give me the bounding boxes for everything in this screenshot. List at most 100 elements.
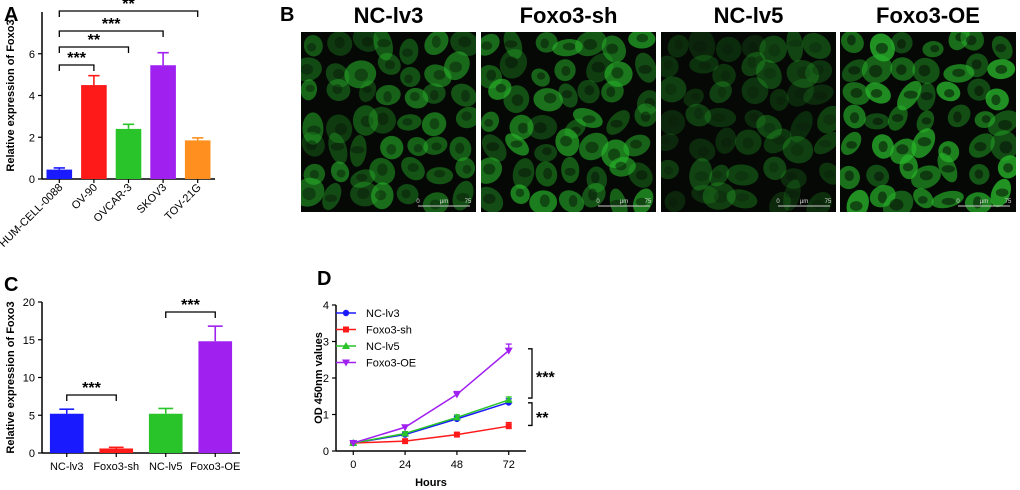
cell-nucleus — [638, 64, 652, 74]
cell-nucleus — [896, 64, 907, 75]
cell-nucleus — [824, 170, 835, 179]
cell-nucleus — [307, 42, 317, 52]
cell-nucleus — [786, 172, 798, 182]
cell — [572, 107, 603, 128]
cell-nucleus — [965, 35, 977, 46]
cell-nucleus — [433, 169, 446, 178]
cell — [735, 129, 762, 155]
cell-nucleus — [693, 107, 704, 120]
cell — [769, 191, 792, 212]
cell — [512, 158, 535, 189]
cell-nucleus — [720, 70, 731, 81]
cell — [633, 188, 654, 212]
cell-nucleus — [309, 169, 319, 180]
cell-nucleus — [305, 84, 315, 93]
significance-label: ** — [88, 32, 101, 49]
bar — [184, 140, 211, 179]
cell-nucleus — [611, 67, 624, 79]
cell-nucleus — [717, 86, 727, 98]
cell — [380, 135, 404, 160]
cell — [759, 35, 788, 64]
x-tick-label: 24 — [399, 459, 411, 471]
cell — [579, 132, 609, 161]
cell-nucleus — [785, 190, 799, 198]
cell — [805, 60, 833, 84]
cell-nucleus — [377, 163, 388, 176]
cell — [661, 55, 679, 78]
cell — [715, 127, 737, 154]
cell — [424, 32, 449, 56]
cell-nucleus — [877, 191, 887, 204]
cell — [819, 162, 836, 185]
cell-nucleus — [844, 170, 854, 181]
panel-label-b: B — [280, 4, 294, 26]
cell-nucleus — [431, 35, 441, 48]
cell-nucleus — [376, 39, 391, 48]
micrograph-panel: NC-lv3 0 µm 75 Foxo3-sh 0 µm 75 NC-lv5 0 µm 75 Foxo3… — [301, 3, 1016, 212]
cell — [368, 106, 397, 134]
cell-nucleus — [536, 72, 546, 80]
cell-nucleus — [734, 171, 749, 181]
micrograph-cells — [840, 32, 1016, 212]
cell-nucleus — [407, 163, 419, 172]
cell-nucleus — [889, 198, 904, 211]
series-line — [353, 399, 509, 444]
cell — [325, 63, 350, 88]
cell-nucleus — [357, 187, 370, 199]
marker-triangle-down — [401, 424, 410, 432]
cell — [552, 39, 583, 57]
cell-nucleus — [461, 111, 472, 121]
bar — [49, 413, 84, 453]
cell — [806, 191, 832, 212]
scale-bar-zero: 0 — [416, 199, 420, 205]
cell-nucleus — [510, 140, 523, 148]
cell — [481, 157, 503, 184]
scale-bar-unit: µm — [440, 199, 448, 205]
cell — [715, 36, 742, 63]
cell — [301, 177, 325, 207]
category-label: NC-lv5 — [149, 461, 183, 473]
cell — [704, 107, 737, 128]
cell — [373, 32, 393, 61]
cell-nucleus — [998, 119, 1013, 130]
cell-nucleus — [543, 167, 553, 180]
cell-nucleus — [735, 193, 750, 202]
cell — [510, 184, 530, 204]
cell-nucleus — [560, 135, 572, 147]
cell-nucleus — [562, 42, 576, 51]
cell-nucleus — [921, 117, 932, 125]
cell-nucleus — [971, 59, 982, 70]
cell — [558, 190, 584, 212]
cell-nucleus — [742, 137, 754, 149]
cell-nucleus — [458, 36, 472, 48]
cell-nucleus — [849, 112, 860, 124]
cell-nucleus — [486, 69, 497, 81]
cell-nucleus — [640, 111, 651, 122]
cell — [407, 136, 429, 156]
cell — [689, 158, 713, 191]
cell-nucleus — [813, 91, 827, 101]
cell — [802, 32, 831, 59]
cell-nucleus — [377, 112, 389, 126]
panel-label-c: C — [4, 274, 18, 296]
marker-triangle-down — [452, 391, 461, 399]
cell-nucleus — [302, 187, 316, 201]
chart-c: 0 5 10 15 20 Relative expression of Foxo3 NC-l… — [5, 297, 240, 473]
cell-nucleus — [306, 140, 317, 151]
marker-triangle-up — [342, 342, 350, 349]
cell-nucleus — [429, 89, 439, 101]
category-label: NC-lv3 — [50, 461, 84, 473]
cell-nucleus — [875, 42, 888, 54]
cell — [503, 32, 523, 59]
legend-label: Foxo3-OE — [366, 358, 416, 370]
cell — [533, 88, 563, 112]
cell — [691, 185, 719, 204]
scale-bar-unit: µm — [800, 199, 808, 205]
series-line — [353, 350, 510, 444]
marker-circle — [342, 309, 350, 317]
cell — [664, 190, 686, 212]
cell-nucleus — [542, 147, 552, 156]
significance-label: ** — [536, 410, 549, 427]
cell — [328, 132, 348, 165]
cell-nucleus — [402, 118, 413, 126]
